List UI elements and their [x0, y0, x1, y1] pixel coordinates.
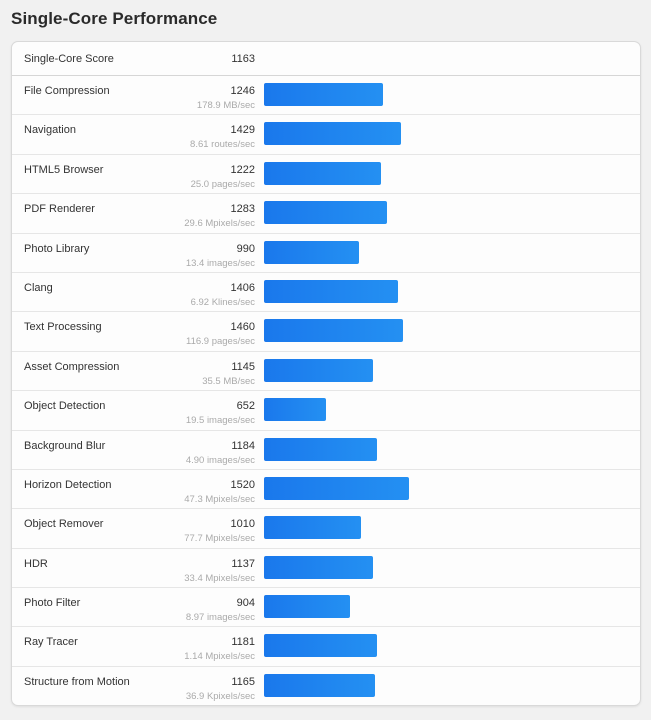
benchmark-rate: 8.97 images/sec [185, 612, 255, 624]
score-bar [264, 122, 401, 146]
benchmark-name: Structure from Motion [24, 675, 130, 688]
score-bar [264, 398, 327, 422]
benchmark-row: Object Detection 652 19.5 images/sec [12, 391, 640, 431]
benchmark-rate: 178.9 MB/sec [196, 100, 255, 111]
score-bar [264, 240, 359, 264]
benchmark-name: Ray Tracer [24, 636, 78, 649]
benchmark-score: 1165 [231, 675, 255, 688]
benchmark-row: HDR 1137 33.4 Mpixels/sec [12, 549, 640, 589]
score-bar [264, 555, 373, 579]
benchmark-score: 1137 [231, 557, 255, 570]
results-card: Single-Core Score 1163 File Compression 1… [11, 41, 641, 706]
benchmark-name: Text Processing [24, 321, 102, 334]
benchmark-name: Asset Compression [24, 360, 120, 373]
benchmark-name: Object Detection [24, 400, 106, 413]
benchmark-name: Horizon Detection [24, 478, 112, 491]
benchmark-rate: 6.92 Klines/sec [190, 296, 255, 308]
benchmark-row: Clang 1406 6.92 Klines/sec [12, 273, 640, 313]
benchmark-name: PDF Renderer [24, 203, 95, 216]
benchmark-name: Object Remover [24, 518, 104, 531]
benchmark-rate: 116.9 pages/sec [185, 336, 255, 348]
benchmark-name: HTML5 Browser [24, 163, 104, 176]
benchmark-rate: 29.6 Mpixels/sec [184, 218, 255, 230]
score-bar [264, 595, 351, 619]
benchmark-rate: 47.3 Mpixels/sec [184, 493, 255, 505]
benchmark-score: 1283 [230, 203, 255, 216]
benchmark-score: 1145 [231, 360, 255, 373]
benchmark-row: Ray Tracer 1181 1.14 Mpixels/sec [12, 627, 640, 667]
benchmark-row: Photo Library 990 13.4 images/sec [12, 234, 640, 273]
benchmark-rate: 25.0 pages/sec [190, 178, 255, 190]
benchmark-rate: 19.5 images/sec [185, 415, 255, 427]
benchmark-score: 1181 [231, 636, 255, 649]
score-bar [264, 279, 399, 303]
benchmark-score: 1460 [230, 321, 255, 334]
benchmark-row: Background Blur 1184 4.90 images/sec [12, 431, 640, 470]
benchmark-row: Structure from Motion 1165 36.9 Kpixels/se… [12, 667, 640, 705]
score-bar [264, 319, 404, 343]
score-bar [264, 161, 381, 185]
benchmark-row: Asset Compression 1145 35.5 MB/sec [12, 352, 640, 392]
benchmark-score: 904 [236, 597, 255, 610]
score-bar [264, 476, 410, 500]
benchmark-name: Clang [24, 281, 53, 294]
benchmark-row: Photo Filter 904 8.97 images/sec [12, 588, 640, 628]
score-bar [264, 634, 377, 658]
summary-row: Single-Core Score 1163 [12, 42, 640, 76]
score-bar [264, 673, 376, 697]
summary-score: 1163 [231, 53, 255, 65]
benchmark-name: Navigation [24, 124, 76, 137]
benchmark-row: Object Remover 1010 77.7 Mpixels/sec [12, 509, 640, 549]
benchmark-row: Text Processing 1460 116.9 pages/sec [12, 312, 640, 352]
benchmark-score: 1429 [230, 124, 255, 137]
benchmark-rate: 35.5 MB/sec [202, 375, 255, 387]
benchmark-score: 1222 [230, 163, 255, 176]
page-title: Single-Core Performance [11, 9, 218, 28]
benchmark-rate: 1.14 Mpixels/sec [184, 651, 255, 663]
benchmark-row: Horizon Detection 1520 47.3 Mpixels/sec [12, 470, 640, 510]
summary-label: Single-Core Score [24, 53, 114, 65]
benchmark-name: HDR [24, 557, 48, 570]
benchmark-row: PDF Renderer 1283 29.6 Mpixels/sec [12, 194, 640, 234]
benchmark-row: Navigation 1429 8.61 routes/sec [12, 115, 640, 155]
score-bar [264, 358, 374, 382]
benchmark-rate: 8.61 routes/sec [190, 139, 255, 151]
score-bar [264, 516, 361, 540]
benchmark-rate: 13.4 images/sec [185, 257, 255, 269]
benchmark-score: 1246 [230, 85, 255, 97]
benchmark-score: 652 [236, 400, 255, 413]
benchmark-rate: 77.7 Mpixels/sec [184, 533, 255, 545]
benchmark-row: HTML5 Browser 1222 25.0 pages/sec [12, 155, 640, 195]
benchmark-score: 1520 [230, 478, 255, 491]
score-bar [264, 83, 383, 106]
benchmark-rate: 33.4 Mpixels/sec [184, 572, 255, 584]
benchmark-name: Background Blur [24, 439, 106, 452]
benchmark-row: File Compression 1246 178.9 MB/sec [12, 76, 640, 116]
benchmark-score: 990 [236, 242, 255, 255]
benchmark-rate: 36.9 Kpixels/sec [185, 690, 255, 702]
score-bar [264, 201, 387, 225]
benchmark-name: File Compression [24, 85, 110, 97]
benchmark-name: Photo Library [24, 242, 90, 255]
benchmark-score: 1184 [231, 439, 255, 452]
benchmark-name: Photo Filter [24, 597, 81, 610]
score-bar [264, 437, 378, 461]
benchmark-score: 1406 [230, 281, 255, 294]
benchmark-score: 1010 [230, 518, 255, 531]
benchmark-rate: 4.90 images/sec [185, 454, 255, 466]
